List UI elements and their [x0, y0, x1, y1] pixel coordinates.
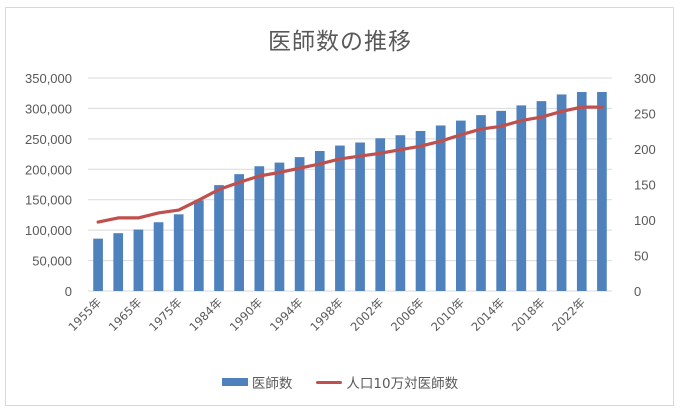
right-axis-tick: 0 [634, 284, 641, 299]
bar [576, 91, 587, 291]
bar [194, 200, 204, 291]
left-axis-tick: 100,000 [25, 223, 72, 238]
legend-bar-swatch [221, 378, 248, 386]
bar [133, 229, 144, 291]
bar [234, 174, 244, 291]
bar [335, 145, 345, 291]
right-axis-tick: 100 [634, 213, 656, 228]
x-axis-tick: 2002年 [348, 295, 387, 334]
bar [375, 138, 386, 291]
left-axis-tick: 200,000 [25, 162, 72, 177]
x-axis-tick: 2010年 [428, 295, 467, 334]
bar [415, 130, 426, 291]
x-axis-tick: 1984年 [186, 295, 225, 334]
bar [496, 110, 506, 291]
legend-label-per-capita: 人口10万対医師数 [346, 376, 459, 392]
bar [435, 125, 446, 292]
bar [153, 222, 164, 291]
bar [556, 94, 567, 291]
bar [314, 151, 325, 291]
x-axis-tick: 1975年 [146, 295, 185, 334]
left-axis-tick: 350,000 [25, 71, 72, 86]
bar [294, 157, 305, 291]
chart-title: 医師数の推移 [268, 29, 412, 55]
bar [597, 91, 607, 291]
right-axis-tick: 50 [634, 249, 648, 264]
bar [93, 238, 103, 291]
right-axis-tick: 300 [634, 71, 656, 86]
bar [476, 115, 486, 291]
x-axis-tick: 2018年 [509, 295, 548, 334]
x-axis-tick: 1990年 [227, 295, 266, 334]
left-axis-tick: 150,000 [25, 193, 72, 208]
x-axis-tick: 2006年 [388, 295, 427, 334]
legend-label-doctors: 医師数 [251, 376, 293, 392]
right-axis-tick: 200 [634, 142, 656, 157]
legend-item-per-capita: 人口10万対医師数 [316, 372, 458, 392]
bar [274, 162, 285, 291]
right-axis-tick: 250 [634, 107, 656, 122]
bar [214, 185, 224, 291]
x-axis-tick: 1998年 [307, 295, 346, 334]
legend-line-swatch [316, 380, 343, 384]
left-axis-tick: 0 [65, 284, 72, 299]
bar [395, 135, 406, 291]
bar [355, 142, 365, 291]
left-axis-tick: 300,000 [25, 101, 72, 116]
legend-item-doctors: 医師数 [221, 372, 293, 392]
x-axis-tick: 2014年 [469, 295, 508, 334]
left-axis-tick: 50,000 [32, 254, 72, 269]
x-axis-tick: 1955年 [65, 295, 104, 334]
bar [113, 233, 124, 291]
right-axis-tick: 150 [634, 178, 656, 193]
x-axis-tick: 1965年 [106, 295, 145, 334]
legend: 医師数 人口10万対医師数 [0, 372, 680, 392]
bar [254, 166, 265, 291]
x-axis-tick: 2022年 [549, 295, 588, 334]
bar [173, 214, 184, 291]
bar [456, 120, 466, 291]
x-axis-tick: 1994年 [267, 295, 306, 334]
bar [516, 105, 527, 291]
bar [536, 101, 547, 291]
line-series [96, 105, 604, 224]
left-axis-tick: 250,000 [25, 132, 72, 147]
